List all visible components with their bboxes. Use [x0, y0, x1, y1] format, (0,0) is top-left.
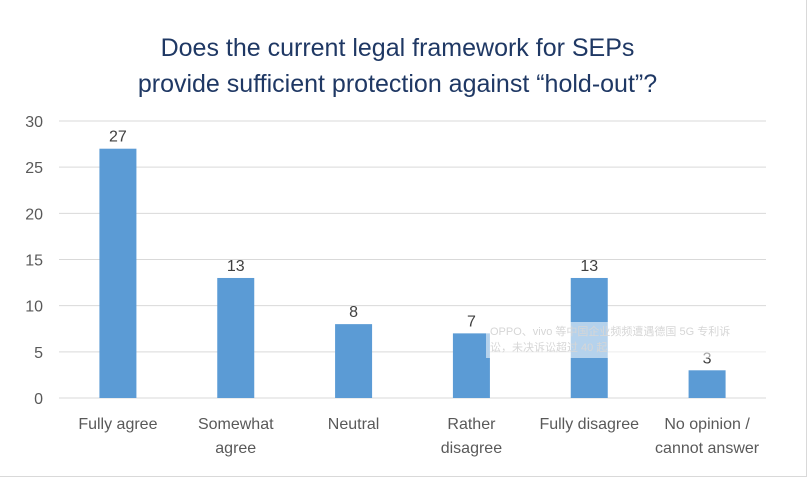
- bar: [688, 370, 726, 398]
- data-label: 3: [703, 350, 712, 367]
- bar: [335, 324, 373, 398]
- watermark: OPPO、vivo 等中国企业频频遭遇德国 5G 专利诉 讼，未决诉讼超过 40…: [486, 322, 784, 358]
- y-tick-label: 15: [25, 253, 43, 270]
- x-category-label: cannot answer: [655, 440, 760, 457]
- data-label: 8: [349, 304, 358, 321]
- y-tick-label: 30: [25, 114, 43, 131]
- watermark-line-1: OPPO、vivo 等中国企业频频遭遇德国 5G 专利诉: [490, 326, 731, 338]
- x-category-label: Rather: [447, 416, 496, 433]
- bar: [452, 333, 490, 398]
- data-label: 13: [227, 258, 245, 275]
- bar: [99, 148, 137, 398]
- y-tick-label: 0: [34, 391, 43, 408]
- y-tick-label: 10: [25, 299, 43, 316]
- data-label: 13: [580, 258, 598, 275]
- x-category-label: Fully disagree: [539, 416, 639, 433]
- y-tick-label: 5: [34, 345, 43, 362]
- watermark-line-2: 讼，未决诉讼超过 40 起: [490, 342, 608, 354]
- x-category-label: Fully agree: [78, 416, 157, 433]
- x-category-label: Somewhat: [198, 416, 274, 433]
- data-label: 7: [467, 313, 476, 330]
- chart-title: Does the current legal framework for SEP…: [0, 30, 795, 102]
- bar: [217, 277, 255, 398]
- chart-title-line-1: Does the current legal framework for SEP…: [160, 34, 635, 62]
- y-tick-label: 20: [25, 206, 43, 223]
- chart-title-line-2: provide sufficient protection against “h…: [137, 70, 658, 98]
- x-category-label: No opinion /: [664, 416, 750, 433]
- x-category-label: agree: [215, 440, 256, 457]
- x-category-label: disagree: [441, 440, 502, 457]
- data-label: 27: [109, 129, 127, 146]
- x-category-label: Neutral: [328, 416, 380, 433]
- y-tick-label: 25: [25, 160, 43, 177]
